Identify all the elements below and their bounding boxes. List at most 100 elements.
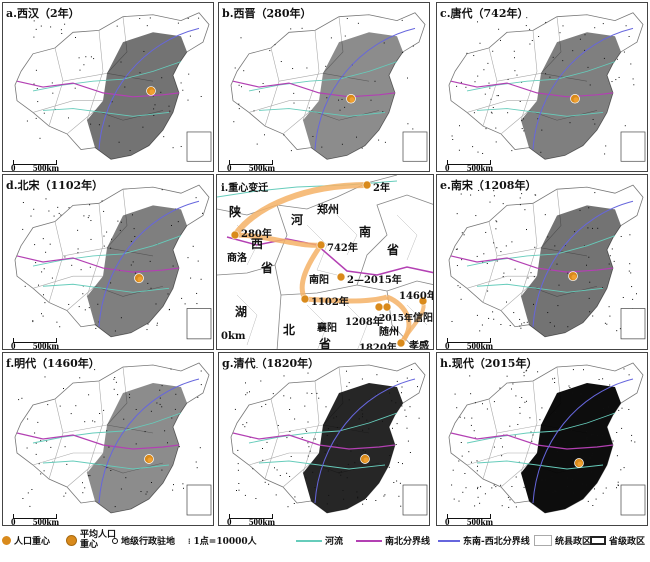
per-capita-center-marker [573,97,579,103]
region-sheng-2: 省 [261,261,274,275]
panel-e-title: e.南宋（1208年） [440,179,537,192]
per-capita-center-marker [149,89,155,95]
south-sea-inset [402,484,428,516]
center-point-2-2015 [336,272,346,282]
center-point-280 [230,230,240,240]
population-dots [18,368,202,508]
per-capita-center-marker [571,274,577,280]
ns-divide-line [16,80,180,98]
legend-county-label: 统县政区 [555,537,592,547]
country-outline [230,12,426,160]
admin-seat-icon [112,537,118,544]
center-point-2015 [382,302,392,312]
dense-population-area [521,383,621,513]
region-he: 河 [291,213,304,227]
center-point-742 [316,240,326,250]
panel-b-map: b.西晋（280年） 0 500km [218,2,430,172]
south-sea-inset [620,131,646,162]
legend-dot: ⁝ 1点=10000人 [188,534,257,548]
panel-i-scale: 0km [221,331,246,342]
scale-zero: 0 [227,163,232,172]
region-suizhou: 随州 [379,327,399,338]
ns-line-icon [356,539,382,542]
panel-a-map: a.西汉（2年） 0 500km [2,2,214,172]
region-nan: 南 [359,225,372,239]
legend-se-nw-label: 东南-西北分界线 [463,537,530,547]
hu-line [532,27,634,150]
region-xinyang: 信阳 [413,313,433,324]
population-dots [26,17,202,152]
legend-per-capita-center: 平均人口重心 [66,530,116,550]
year-label-2: 2年 [373,183,390,194]
region-xiaogan: 孝感 [409,341,429,350]
south-sea-inset [402,131,428,162]
south-sea-inset [620,308,646,340]
river-line [466,412,616,444]
china-map-a [14,12,212,162]
dense-population-area [521,32,621,160]
scale-zero: 0 [445,341,450,350]
hu-line [532,200,634,327]
county-box-icon [534,535,552,546]
legend-dot-label: 1点=10000人 [193,537,257,547]
scale-unit: 500km [467,163,494,172]
region-shaan: 陕 [229,205,242,219]
year-label-2015: 2015年 [379,314,414,324]
legend-pop-center: 人口重心 [2,534,50,547]
dense-population-area [521,205,621,337]
region-sheng-3: 省 [319,337,332,350]
legend-admin-seat: 地级行政驻地 [112,534,175,547]
year-label-742: 742年 [327,243,358,254]
ns-divide-line [450,432,614,450]
legend-ns-line: 南北分界线 [356,534,430,547]
dense-population-area [87,383,187,513]
scale-unit: 500km [467,517,494,526]
ns-divide-line [232,80,396,98]
river-line [32,61,182,92]
panel-c-map: c.唐代（742年） 0 500km [436,2,648,172]
scale-zero: 0 [445,163,450,172]
ns-divide-line [450,80,614,98]
province-box-icon [590,536,606,545]
scale-zero: 0 [11,163,16,172]
south-sea-inset [186,131,212,162]
per-capita-center-marker [349,97,355,103]
ns-divide-line [16,255,180,273]
legend-pop-center-label: 人口重心 [14,537,51,547]
river-line [248,61,398,92]
legend-se-nw-line: 东南-西北分界线 [438,534,530,547]
south-sea-inset [620,484,646,516]
river-line [32,412,182,444]
legend: 人口重心 平均人口重心 地级行政驻地 ⁝ 1点=10000人 河流 南北分界线 … [0,528,650,562]
se-nw-line-icon [438,539,460,542]
china-map-c [448,12,646,162]
south-sea-inset [186,484,212,516]
center-point-1208 [374,302,384,312]
legend-river: 河流 [296,534,343,547]
hu-line [98,27,200,150]
hu-line [98,378,200,504]
river-line [32,235,182,267]
year-label-2-2015: 2—2015年 [347,275,402,286]
region-nanyang: 南阳 [309,275,329,286]
panel-d-map: d.北宋（1102年） 0 500km [2,174,214,350]
scale-unit: 500km [33,341,60,350]
per-capita-center-icon [66,534,77,546]
hu-line [314,27,416,150]
country-outline [14,362,210,514]
year-label-1102: 1102年 [311,297,349,308]
south-sea-inset [186,308,212,340]
dense-population-area [87,205,187,337]
ns-divide-line [450,255,614,273]
population-dots [451,17,636,155]
center-shift-map [217,175,433,349]
dense-population-area [303,383,403,513]
scale-unit: 500km [249,163,276,172]
population-dots [233,17,414,152]
panel-a-title: a.西汉（2年） [6,7,80,20]
panel-f-title: f.明代（1460年） [6,357,100,370]
china-map-d [14,184,212,340]
region-xi: 西 [251,237,264,251]
dense-population-area [87,32,187,160]
china-map-g [230,362,428,516]
